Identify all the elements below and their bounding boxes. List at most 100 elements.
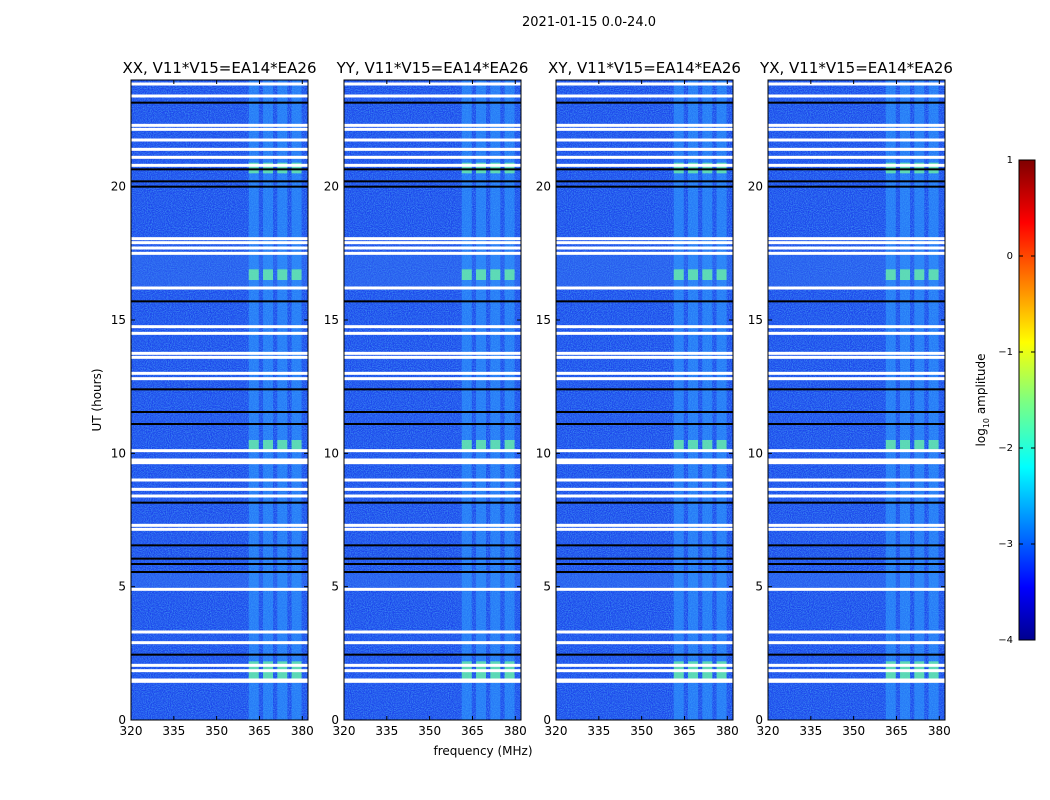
flagged-row — [768, 669, 945, 673]
rfi-burst — [914, 440, 925, 451]
data-gap — [344, 388, 521, 391]
flagged-row — [768, 331, 945, 335]
flagged-row — [131, 527, 308, 531]
flagged-row — [131, 155, 308, 159]
x-tick-label: 365 — [673, 724, 696, 738]
rfi-burst — [263, 269, 274, 280]
rfi-channel-2 — [277, 80, 288, 720]
flagged-row — [556, 94, 733, 98]
data-gap — [768, 423, 945, 425]
y-tick-label: 5 — [755, 580, 763, 594]
rfi-burst — [673, 162, 684, 174]
colorbar-ticks: −4 −3 −2 −1 0 1 — [998, 155, 1035, 646]
flagged-row — [344, 241, 521, 245]
flagged-row — [344, 286, 521, 290]
data-gap — [556, 101, 733, 104]
panel-frame — [767, 79, 946, 721]
x-tick-label: 350 — [418, 724, 441, 738]
panels: 320 335 350 365 380 0 5 10 15 20 XX, V11*V15=EA14*… — [111, 59, 953, 738]
panel-title: YX, V11*V15=EA14*EA26 — [759, 59, 953, 77]
flagged-row — [556, 523, 733, 527]
data-gap — [556, 185, 733, 188]
flagged-row — [556, 678, 733, 682]
data-gap — [131, 423, 308, 425]
flagged-row — [556, 325, 733, 329]
flagged-row — [131, 487, 308, 491]
data-gap — [768, 168, 945, 171]
rfi-burst — [885, 269, 896, 280]
flagged-row — [768, 461, 945, 465]
data-gap — [344, 653, 521, 656]
rfi-channel-0 — [248, 80, 259, 720]
flagged-row — [768, 251, 945, 255]
data-gap — [131, 180, 308, 183]
flagged-row — [344, 641, 521, 645]
flagged-row — [131, 587, 308, 591]
data-gap — [344, 185, 521, 188]
flagged-row — [768, 527, 945, 531]
rfi-channel-3 — [504, 80, 515, 720]
rfi-burst — [688, 162, 699, 174]
flagged-row — [131, 241, 308, 245]
flagged-row — [131, 94, 308, 98]
flagged-row — [768, 494, 945, 498]
flagged-row — [344, 251, 521, 255]
x-tick-label: 335 — [162, 724, 185, 738]
rfi-channel-2 — [914, 80, 925, 720]
flagged-row — [768, 587, 945, 591]
data-gap — [344, 180, 521, 183]
flagged-row — [768, 138, 945, 142]
x-tick-label: 335 — [587, 724, 610, 738]
flagged-row — [768, 94, 945, 98]
panel-2: 320 335 350 365 380 0 5 10 15 20 XY, V11*V15=EA14*… — [536, 59, 741, 738]
rfi-burst — [277, 162, 288, 174]
y-tick-label: 5 — [331, 580, 339, 594]
flagged-row — [131, 163, 308, 167]
colorbar-label-log: log — [974, 428, 988, 446]
flagged-row — [556, 138, 733, 142]
rfi-burst — [277, 269, 288, 280]
panel-1: 320 335 350 365 380 0 5 10 15 20 YY, V11*V15=EA14*… — [324, 59, 529, 738]
rfi-burst — [673, 269, 684, 280]
flagged-row — [556, 123, 733, 127]
rfi-channel-1 — [476, 80, 487, 720]
rfi-burst — [291, 269, 302, 280]
flagged-row — [344, 478, 521, 482]
flagged-row — [768, 351, 945, 355]
flagged-row — [344, 123, 521, 127]
flagged-row — [556, 237, 733, 241]
flagged-row — [131, 325, 308, 329]
flagged-row — [344, 94, 521, 98]
flagged-row — [768, 487, 945, 491]
x-tick-label: 350 — [630, 724, 653, 738]
flagged-row — [344, 127, 521, 131]
data-gap — [344, 411, 521, 413]
rfi-burst — [688, 269, 699, 280]
flagged-row — [768, 286, 945, 290]
rfi-burst — [490, 440, 501, 451]
rfi-burst — [900, 440, 911, 451]
rfi-channel-2 — [702, 80, 713, 720]
rfi-burst — [702, 440, 713, 451]
flagged-row — [131, 669, 308, 673]
rfi-burst — [291, 440, 302, 451]
data-gap — [344, 563, 521, 565]
flagged-row — [131, 478, 308, 482]
panel-3: 320 335 350 365 380 0 5 10 15 20 YX, V11*V15=EA14*… — [748, 59, 953, 738]
data-gap — [344, 300, 521, 303]
flagged-row — [131, 123, 308, 127]
data-gap — [131, 185, 308, 188]
flagged-row — [131, 523, 308, 527]
data-gap — [768, 653, 945, 656]
flagged-row — [556, 351, 733, 355]
data-gap — [768, 501, 945, 504]
flagged-row — [556, 494, 733, 498]
data-gap — [556, 557, 733, 560]
flagged-row — [768, 449, 945, 453]
data-gap — [131, 544, 308, 547]
data-gap — [344, 423, 521, 425]
rfi-burst — [248, 440, 259, 451]
flagged-row — [344, 371, 521, 375]
flagged-row — [556, 663, 733, 667]
flagged-row — [768, 82, 945, 86]
